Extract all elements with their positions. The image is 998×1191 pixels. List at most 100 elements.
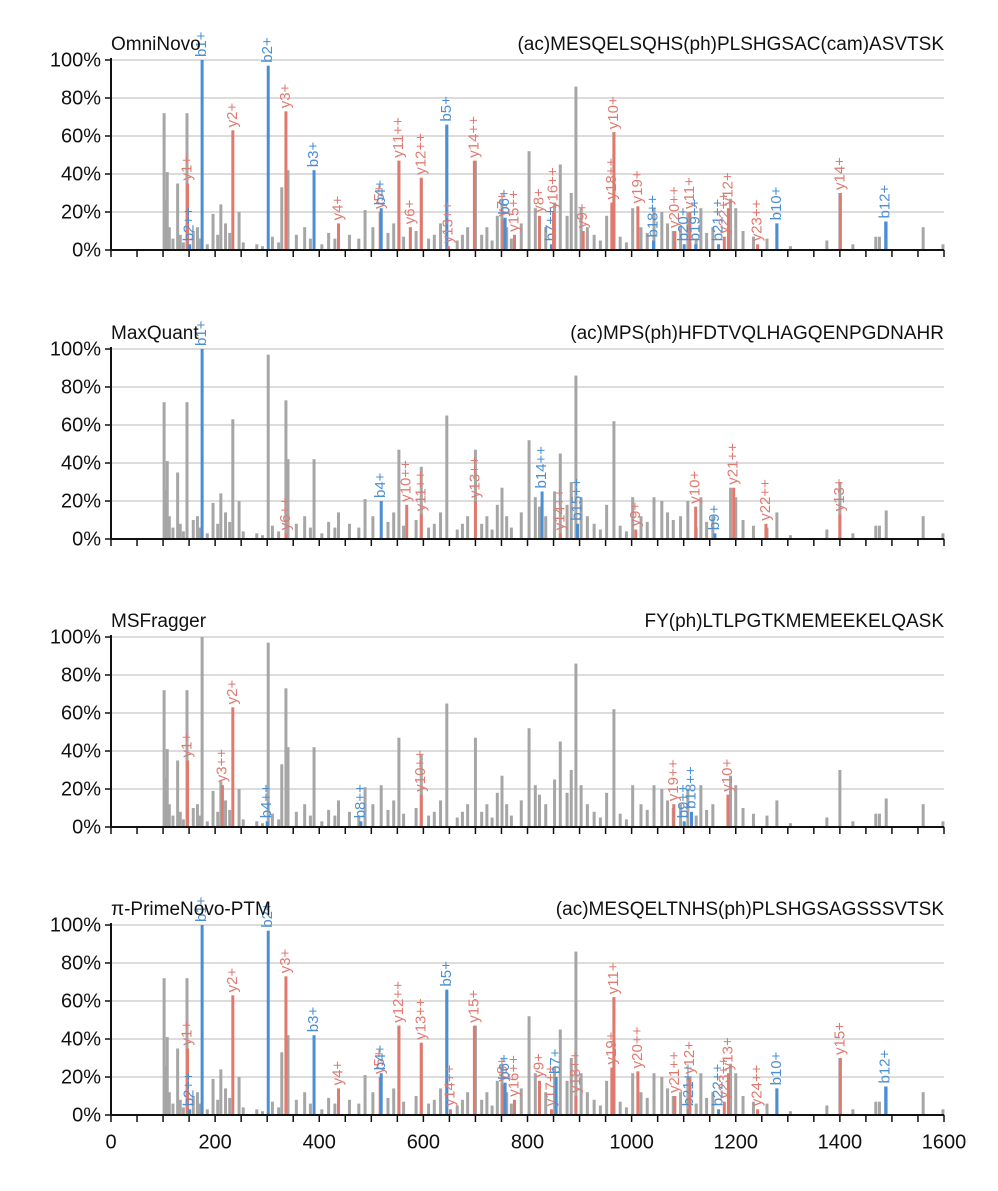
peak xyxy=(333,238,337,250)
peak xyxy=(473,449,477,539)
peak xyxy=(666,512,670,539)
y-tick-label: 0% xyxy=(72,239,101,261)
peak xyxy=(480,811,484,827)
peak xyxy=(162,690,166,827)
peak xyxy=(579,1073,583,1115)
peak xyxy=(639,516,643,539)
peak xyxy=(198,1103,202,1115)
peak xyxy=(333,815,337,827)
peak xyxy=(337,512,341,539)
y-tick-label: 60% xyxy=(61,702,101,724)
peak xyxy=(585,516,589,539)
peak xyxy=(694,1103,698,1115)
peak xyxy=(219,204,223,250)
ion-label: y9+ xyxy=(574,203,591,228)
peak xyxy=(699,208,703,250)
peak xyxy=(569,1058,573,1115)
ion-label: y2+ xyxy=(224,679,241,704)
ion-label: y20++ xyxy=(629,1026,646,1068)
peak xyxy=(284,688,288,827)
peak xyxy=(639,1092,643,1115)
peak xyxy=(195,227,199,250)
peak xyxy=(490,817,494,827)
peak xyxy=(686,1077,690,1115)
ion-label: b1+ xyxy=(193,896,210,922)
y-tick-label: 80% xyxy=(61,376,101,398)
ion-label: y10+ xyxy=(687,471,704,504)
peak xyxy=(851,244,855,250)
peak xyxy=(171,815,175,827)
peak xyxy=(439,512,443,539)
peak xyxy=(941,821,945,827)
ion-label: y1+ xyxy=(179,1021,196,1046)
ion-label: y10++ xyxy=(412,750,429,792)
peak xyxy=(921,227,925,250)
peak xyxy=(699,1073,703,1115)
ion-label: y13++ xyxy=(439,201,456,243)
peak xyxy=(741,808,745,827)
ion-label: y16++ xyxy=(545,167,562,209)
ion-peak xyxy=(717,244,721,250)
peak xyxy=(294,1099,298,1115)
peak xyxy=(711,804,715,827)
peak xyxy=(205,244,209,250)
peak xyxy=(181,819,185,827)
peak xyxy=(705,1097,709,1115)
peak xyxy=(624,1107,628,1115)
peak xyxy=(347,1099,351,1115)
peak xyxy=(631,785,635,827)
peak xyxy=(195,516,199,539)
ion-peak xyxy=(265,821,269,827)
peak xyxy=(414,1096,418,1115)
peak xyxy=(705,809,709,827)
peak xyxy=(574,663,578,827)
peak xyxy=(652,1073,656,1115)
peak xyxy=(386,1097,390,1115)
x-tick-label: 200 xyxy=(198,1131,231,1153)
peak xyxy=(386,809,390,827)
peak xyxy=(671,231,675,250)
peak xyxy=(277,819,281,827)
peak xyxy=(660,212,664,250)
peak xyxy=(363,1075,367,1115)
peak xyxy=(466,227,470,250)
peak xyxy=(679,516,683,539)
peak xyxy=(460,1099,464,1115)
peak xyxy=(371,227,375,250)
peak xyxy=(280,764,284,827)
peak xyxy=(765,815,769,827)
ion-peak xyxy=(634,529,638,539)
ion-label: b15++ xyxy=(568,478,585,521)
peak xyxy=(711,516,715,539)
peak xyxy=(327,809,331,827)
ion-peak xyxy=(405,504,409,539)
peak xyxy=(495,504,499,539)
peak xyxy=(185,402,189,539)
panel-subtitle: (ac)MESQELTNHS(ph)PLSHGSAGSSSVTSK xyxy=(556,899,945,920)
peak xyxy=(711,1092,715,1115)
peak xyxy=(460,234,464,250)
peak xyxy=(224,512,228,539)
peak xyxy=(585,804,589,827)
ion-label: y6++ xyxy=(277,497,294,531)
ion-peak xyxy=(231,995,235,1115)
peak xyxy=(660,789,664,827)
peak xyxy=(544,804,548,827)
peak xyxy=(185,978,189,1115)
peak xyxy=(544,516,548,539)
peak xyxy=(877,525,881,539)
ion-peak xyxy=(838,514,842,539)
peak xyxy=(237,212,241,250)
ion-peak xyxy=(575,523,579,539)
peak xyxy=(592,234,596,250)
ion-label: y18++ xyxy=(567,1051,584,1093)
peak xyxy=(241,242,245,250)
peak xyxy=(455,817,459,827)
peak xyxy=(660,1077,664,1115)
peak xyxy=(652,785,656,827)
ion-peak xyxy=(419,794,423,827)
peak xyxy=(537,506,541,539)
peak xyxy=(500,775,504,827)
peak xyxy=(519,223,523,250)
